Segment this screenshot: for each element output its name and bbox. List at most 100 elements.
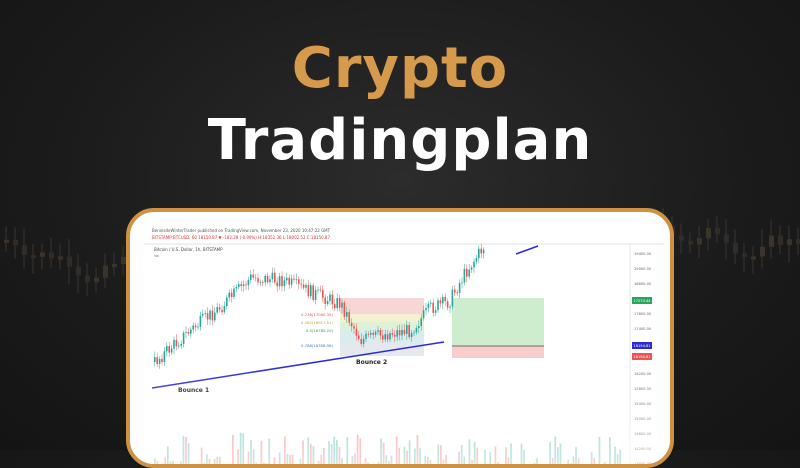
volume-bar [330, 444, 333, 464]
candle [190, 326, 192, 338]
candle [163, 346, 166, 367]
bg-candle [85, 263, 90, 296]
candle [446, 298, 449, 311]
candle [278, 272, 281, 290]
candle [252, 269, 254, 281]
candle [384, 329, 386, 343]
candle [317, 286, 319, 295]
volume-bar [531, 463, 533, 464]
bg-candle [742, 243, 747, 273]
candle [293, 274, 295, 283]
price-tick-label: 15800.00 [634, 387, 652, 391]
bg-candle [121, 245, 126, 276]
volume-bar [385, 455, 388, 464]
candle [391, 328, 394, 338]
candle [194, 322, 197, 332]
candle [442, 294, 444, 310]
candle [257, 273, 259, 286]
candle [305, 282, 307, 293]
candle [185, 326, 187, 339]
candle [240, 280, 242, 292]
candle [475, 254, 478, 265]
volume-bar [549, 441, 551, 464]
bg-candle [22, 228, 27, 269]
bg-candle [13, 227, 18, 259]
volume-bar [471, 459, 473, 464]
volume-bar [294, 464, 296, 468]
bg-candle [679, 223, 684, 255]
volume-bar [219, 457, 221, 464]
bg-candle [94, 266, 99, 293]
fib-zone-green [340, 322, 424, 330]
volume-bar [172, 460, 174, 464]
candle [197, 322, 199, 330]
candle [434, 306, 437, 316]
volume-bar [382, 442, 385, 464]
bg-candle [715, 216, 720, 243]
tradingview-chart: BennisdeWinterTrader published on Tradin… [144, 228, 664, 468]
candle [398, 324, 401, 341]
candle [422, 305, 425, 321]
volume-bar [416, 435, 419, 464]
candle [394, 330, 396, 343]
volume-bar [307, 437, 310, 464]
candle [288, 274, 290, 290]
candle [331, 290, 334, 310]
volume-bar [619, 449, 622, 464]
candle [170, 345, 173, 355]
candle [302, 279, 305, 291]
volume-bar [255, 462, 258, 464]
candle [307, 280, 310, 299]
volume-bar [333, 436, 336, 464]
candle [319, 285, 322, 293]
bg-candle [31, 244, 36, 274]
volume-bar [554, 436, 557, 464]
bg-candle [796, 227, 800, 256]
volume-bar [408, 440, 411, 464]
volume-bar [505, 447, 507, 464]
candle [458, 279, 461, 299]
volume-bar [424, 455, 427, 464]
candle [425, 302, 427, 315]
candle [466, 264, 468, 283]
candle [324, 294, 326, 310]
candle [166, 342, 168, 357]
fib-label: 0.382(16917.51) [301, 320, 333, 325]
volume-bar [222, 464, 224, 468]
candle [418, 320, 420, 334]
bg-candle [706, 219, 711, 251]
candle [478, 245, 480, 263]
candle [358, 331, 360, 342]
bg-candle [751, 246, 756, 274]
volume-bar [239, 432, 242, 464]
candle [269, 275, 271, 287]
volume-bar [533, 462, 536, 464]
price-tag-entry-text: 16194.81 [633, 344, 650, 348]
candle [178, 341, 180, 349]
volume-bar [161, 463, 164, 464]
candle [254, 273, 257, 282]
volume-bar [286, 453, 289, 464]
candle [437, 297, 439, 313]
candle [379, 327, 382, 340]
bg-candle [58, 243, 63, 270]
candle [245, 280, 247, 291]
volume-bar [180, 461, 182, 464]
candle [214, 306, 216, 323]
volume-bar [338, 447, 341, 464]
volume-bar [398, 447, 401, 464]
volume-bar [482, 464, 484, 468]
candle [230, 288, 233, 303]
candle [223, 301, 226, 315]
candle [350, 318, 353, 332]
volume-bar [460, 444, 463, 464]
candle [410, 330, 413, 342]
candle [341, 299, 343, 314]
candle [259, 279, 262, 287]
candle [449, 304, 451, 313]
volume-bar [487, 465, 489, 468]
volume-bar [302, 440, 304, 464]
volume-bar [577, 458, 580, 464]
price-tick-label: 13800.00 [634, 462, 652, 466]
candle [228, 289, 230, 302]
